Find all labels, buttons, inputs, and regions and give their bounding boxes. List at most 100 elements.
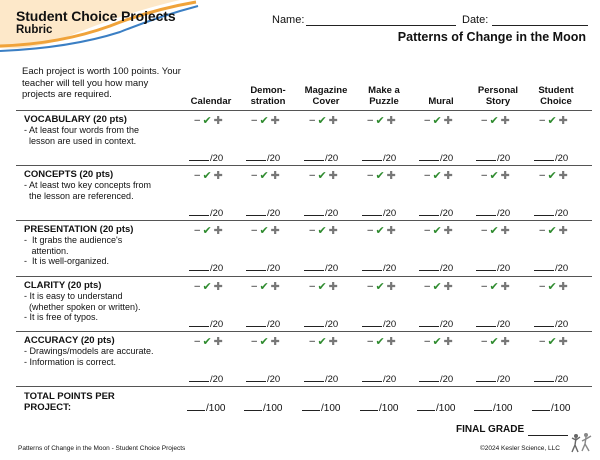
minus-icon[interactable]: − xyxy=(251,281,258,293)
score-blank[interactable] xyxy=(189,372,209,382)
score-blank[interactable] xyxy=(476,317,496,327)
plus-icon[interactable]: ✚ xyxy=(328,281,338,293)
check-icon[interactable]: ✔ xyxy=(432,115,442,127)
minus-icon[interactable]: − xyxy=(539,115,546,127)
score-blank[interactable] xyxy=(534,151,554,161)
check-icon[interactable]: ✔ xyxy=(489,281,499,293)
check-icon[interactable]: ✔ xyxy=(432,225,442,237)
minus-icon[interactable]: − xyxy=(194,225,201,237)
check-icon[interactable]: ✔ xyxy=(489,225,499,237)
plus-icon[interactable]: ✚ xyxy=(386,115,396,127)
score-blank[interactable] xyxy=(419,206,439,216)
plus-icon[interactable]: ✚ xyxy=(270,225,280,237)
plus-icon[interactable]: ✚ xyxy=(270,115,280,127)
plus-icon[interactable]: ✚ xyxy=(443,170,453,182)
score-blank[interactable] xyxy=(246,261,266,271)
minus-icon[interactable]: − xyxy=(424,225,431,237)
check-icon[interactable]: ✔ xyxy=(375,170,385,182)
check-icon[interactable]: ✔ xyxy=(202,281,212,293)
plus-icon[interactable]: ✚ xyxy=(328,225,338,237)
minus-icon[interactable]: − xyxy=(539,281,546,293)
plus-icon[interactable]: ✚ xyxy=(558,281,568,293)
minus-icon[interactable]: − xyxy=(367,225,374,237)
total-score-blank[interactable] xyxy=(532,401,550,411)
minus-icon[interactable]: − xyxy=(481,170,488,182)
check-icon[interactable]: ✔ xyxy=(375,336,385,348)
plus-icon[interactable]: ✚ xyxy=(500,225,510,237)
check-icon[interactable]: ✔ xyxy=(202,170,212,182)
check-icon[interactable]: ✔ xyxy=(547,281,557,293)
score-blank[interactable] xyxy=(246,317,266,327)
plus-icon[interactable]: ✚ xyxy=(500,115,510,127)
plus-icon[interactable]: ✚ xyxy=(443,336,453,348)
minus-icon[interactable]: − xyxy=(309,281,316,293)
minus-icon[interactable]: − xyxy=(481,115,488,127)
check-icon[interactable]: ✔ xyxy=(259,170,269,182)
minus-icon[interactable]: − xyxy=(194,336,201,348)
minus-icon[interactable]: − xyxy=(194,281,201,293)
score-blank[interactable] xyxy=(476,151,496,161)
check-icon[interactable]: ✔ xyxy=(259,225,269,237)
plus-icon[interactable]: ✚ xyxy=(328,115,338,127)
score-blank[interactable] xyxy=(189,261,209,271)
minus-icon[interactable]: − xyxy=(251,225,258,237)
score-blank[interactable] xyxy=(304,372,324,382)
total-score-blank[interactable] xyxy=(360,401,378,411)
score-blank[interactable] xyxy=(189,206,209,216)
minus-icon[interactable]: − xyxy=(481,336,488,348)
total-score-blank[interactable] xyxy=(244,401,262,411)
plus-icon[interactable]: ✚ xyxy=(270,336,280,348)
check-icon[interactable]: ✔ xyxy=(489,115,499,127)
check-icon[interactable]: ✔ xyxy=(547,170,557,182)
plus-icon[interactable]: ✚ xyxy=(558,115,568,127)
minus-icon[interactable]: − xyxy=(424,170,431,182)
score-blank[interactable] xyxy=(534,206,554,216)
check-icon[interactable]: ✔ xyxy=(259,336,269,348)
score-blank[interactable] xyxy=(476,261,496,271)
date-field[interactable] xyxy=(492,13,588,26)
plus-icon[interactable]: ✚ xyxy=(386,225,396,237)
score-blank[interactable] xyxy=(419,372,439,382)
plus-icon[interactable]: ✚ xyxy=(328,170,338,182)
check-icon[interactable]: ✔ xyxy=(317,115,327,127)
minus-icon[interactable]: − xyxy=(309,115,316,127)
total-score-blank[interactable] xyxy=(474,401,492,411)
score-blank[interactable] xyxy=(189,151,209,161)
minus-icon[interactable]: − xyxy=(424,336,431,348)
plus-icon[interactable]: ✚ xyxy=(443,115,453,127)
score-blank[interactable] xyxy=(304,151,324,161)
check-icon[interactable]: ✔ xyxy=(375,281,385,293)
score-blank[interactable] xyxy=(304,261,324,271)
minus-icon[interactable]: − xyxy=(367,115,374,127)
score-blank[interactable] xyxy=(362,206,382,216)
check-icon[interactable]: ✔ xyxy=(375,115,385,127)
minus-icon[interactable]: − xyxy=(539,170,546,182)
score-blank[interactable] xyxy=(189,317,209,327)
minus-icon[interactable]: − xyxy=(367,281,374,293)
score-blank[interactable] xyxy=(246,206,266,216)
score-blank[interactable] xyxy=(534,372,554,382)
plus-icon[interactable]: ✚ xyxy=(213,170,223,182)
score-blank[interactable] xyxy=(419,151,439,161)
check-icon[interactable]: ✔ xyxy=(317,170,327,182)
check-icon[interactable]: ✔ xyxy=(489,170,499,182)
score-blank[interactable] xyxy=(362,151,382,161)
plus-icon[interactable]: ✚ xyxy=(213,336,223,348)
minus-icon[interactable]: − xyxy=(251,170,258,182)
check-icon[interactable]: ✔ xyxy=(432,281,442,293)
plus-icon[interactable]: ✚ xyxy=(386,170,396,182)
score-blank[interactable] xyxy=(476,206,496,216)
minus-icon[interactable]: − xyxy=(539,225,546,237)
total-score-blank[interactable] xyxy=(417,401,435,411)
plus-icon[interactable]: ✚ xyxy=(386,281,396,293)
score-blank[interactable] xyxy=(246,151,266,161)
minus-icon[interactable]: − xyxy=(367,336,374,348)
minus-icon[interactable]: − xyxy=(424,115,431,127)
check-icon[interactable]: ✔ xyxy=(375,225,385,237)
check-icon[interactable]: ✔ xyxy=(202,336,212,348)
plus-icon[interactable]: ✚ xyxy=(213,225,223,237)
check-icon[interactable]: ✔ xyxy=(432,170,442,182)
plus-icon[interactable]: ✚ xyxy=(328,336,338,348)
score-blank[interactable] xyxy=(419,317,439,327)
minus-icon[interactable]: − xyxy=(194,115,201,127)
